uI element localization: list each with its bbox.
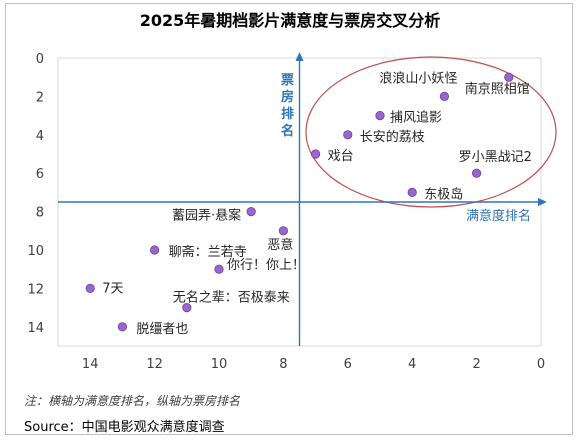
y-tick-label: 0 (36, 52, 44, 67)
chart-frame: 2025年暑期档影片满意度与票房交叉分析 14 12 10 8 6 4 2 0 0 2 4 6 8 10 1… (5, 3, 573, 435)
data-point (182, 302, 192, 313)
data-label: 戏台 (328, 149, 354, 164)
data-label: 脱缰者也 (136, 322, 188, 337)
data-point (375, 111, 385, 121)
data-point (310, 149, 321, 159)
x-tick-label: 2 (472, 357, 480, 372)
data-point (278, 226, 288, 236)
x-tick-label: 14 (82, 357, 99, 372)
y-tick-label: 8 (36, 206, 44, 221)
data-point (439, 91, 449, 102)
data-label: 捕风追影 (390, 110, 442, 126)
data-point (85, 283, 95, 293)
data-label: 长安的荔枝 (360, 129, 425, 145)
y-tick-label: 14 (27, 321, 44, 336)
data-point (214, 264, 224, 274)
highlight-ellipse (305, 56, 557, 208)
data-label: 聊斋：兰若寺 (169, 244, 247, 260)
x-tick-label: 0 (537, 357, 545, 372)
x-tick-label: 6 (344, 357, 352, 372)
data-label: 浪浪山小妖怪 (379, 71, 457, 86)
y-tick-label: 2 (36, 90, 44, 105)
source-text: Source：中国电影观众满意度调查 (24, 420, 225, 435)
y-tick-label: 4 (36, 129, 44, 144)
x-tick-label: 8 (279, 357, 287, 372)
y-tick-label: 10 (27, 244, 44, 259)
data-label: 无名之辈：否极泰来 (173, 290, 290, 306)
data-label: 南京照相馆 (465, 81, 530, 97)
chart-title: 2025年暑期档影片满意度与票房交叉分析 (140, 11, 441, 30)
data-label: 恶意 (267, 237, 293, 253)
x-tick-label: 10 (211, 357, 228, 372)
data-point (343, 130, 353, 140)
data-point (150, 245, 160, 255)
axis-note: 注：横轴为满意度排名，纵轴为票房排名 (24, 394, 241, 408)
data-point (246, 207, 256, 217)
data-label: 7天 (102, 281, 123, 296)
data-point (117, 322, 128, 332)
x-tick-label: 12 (146, 357, 163, 372)
data-label: 你行！你上！ (227, 258, 305, 273)
x-axis-label: 满意度排名 (466, 208, 531, 224)
scatter-chart: 2025年暑期档影片满意度与票房交叉分析 14 12 10 8 6 4 2 002468101… (27, 11, 557, 372)
y-tick-label: 12 (27, 282, 44, 297)
x-tick-label: 4 (408, 357, 416, 372)
data-label: 东极岛 (424, 186, 463, 202)
data-label: 罗小黑战记2 (459, 150, 532, 165)
data-point (504, 72, 514, 82)
data-point (471, 168, 482, 178)
y-tick-label: 6 (36, 167, 44, 182)
data-label: 蓄园弄·悬案 (172, 209, 241, 224)
plot-area: 14 12 10 8 6 4 2 0 0 2 4 6 8 10 12 14 满意度排名 票房排名 浪浪山小妖怪南京照… (27, 52, 557, 372)
y-axis-label: 票房排名 (281, 72, 294, 139)
vertical-axis-arrow (295, 52, 304, 61)
horizontal-axis-arrow (538, 198, 547, 206)
data-point (407, 187, 417, 197)
